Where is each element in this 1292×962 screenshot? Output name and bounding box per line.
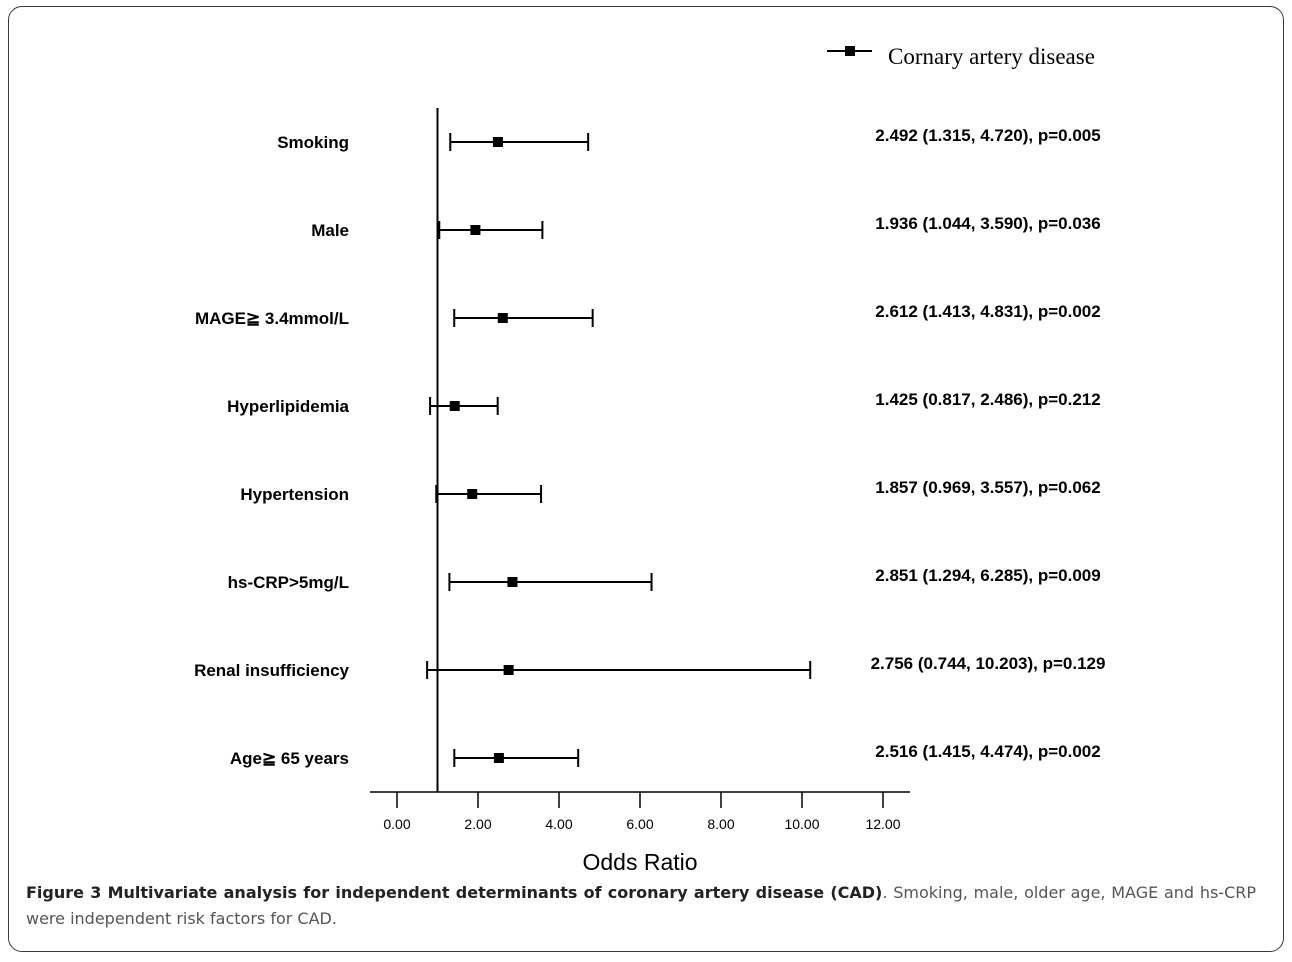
row-label: Hypertension (240, 485, 349, 504)
row-estimate-text: 2.756 (0.744, 10.203), p=0.129 (871, 654, 1106, 673)
x-tick-label: 6.00 (626, 816, 653, 832)
forest-row: Hyperlipidemia 1.425 (0.817, 2.486), p=0.… (227, 390, 1101, 416)
forest-row: Renal insufficiency 2.756 (0.744, 10.203)… (194, 654, 1105, 680)
row-estimate-text: 1.425 (0.817, 2.486), p=0.212 (875, 390, 1100, 409)
forest-rows: Smoking 2.492 (1.315, 4.720), p=0.005 Male… (194, 108, 1105, 792)
row-label: Male (311, 221, 349, 240)
odds-ratio-marker (492, 137, 503, 147)
odds-ratio-marker (449, 401, 460, 411)
legend: Cornary artery disease (827, 44, 1095, 69)
row-label: hs-CRP>5mg/L (228, 573, 349, 592)
forest-plot: Cornary artery disease Smoking 2.492 (1.3… (194, 44, 1105, 875)
forest-row: hs-CRP>5mg/L 2.851 (1.294, 6.285), p=0.00… (228, 566, 1101, 592)
x-tick-label: 4.00 (545, 816, 572, 832)
forest-row: Hypertension 1.857 (0.969, 3.557), p=0.06… (240, 478, 1100, 504)
caption-text: . Smoking, male, older age, MAGE and hs-… (26, 883, 1257, 928)
odds-ratio-marker (507, 577, 518, 587)
row-estimate-text: 2.516 (1.415, 4.474), p=0.002 (875, 742, 1100, 761)
odds-ratio-marker (467, 489, 478, 499)
legend-label: Cornary artery disease (888, 44, 1095, 69)
row-label: Hyperlipidemia (227, 397, 349, 416)
row-estimate-text: 1.857 (0.969, 3.557), p=0.062 (875, 478, 1100, 497)
row-label: Smoking (277, 133, 349, 152)
figure-frame (8, 6, 1284, 952)
forest-row: Male 1.936 (1.044, 3.590), p=0.036 (311, 214, 1101, 240)
x-tick-label: 8.00 (707, 816, 734, 832)
forest-row: MAGE≧ 3.4mmol/L 2.612 (1.413, 4.831), p=0… (195, 302, 1101, 328)
figure-caption: Figure 3 Multivariate analysis for indep… (26, 880, 1256, 932)
legend-marker (845, 46, 855, 56)
caption-title: Figure 3 Multivariate analysis for indep… (26, 883, 883, 902)
x-axis: 0.00 2.00 4.00 6.00 8.00 10.00 12.00 (370, 791, 910, 832)
x-tick-label: 12.00 (865, 816, 900, 832)
row-estimate-text: 2.492 (1.315, 4.720), p=0.005 (875, 126, 1100, 145)
row-estimate-text: 2.851 (1.294, 6.285), p=0.009 (875, 566, 1100, 585)
forest-row: Smoking 2.492 (1.315, 4.720), p=0.005 (277, 126, 1101, 152)
row-estimate-text: 1.936 (1.044, 3.590), p=0.036 (875, 214, 1100, 233)
odds-ratio-marker (470, 225, 481, 235)
forest-row: Age≧ 65 years 2.516 (1.415, 4.474), p=0.0… (230, 742, 1101, 768)
odds-ratio-marker (497, 313, 508, 323)
x-tick-label: 2.00 (464, 816, 491, 832)
x-tick-label: 10.00 (784, 816, 819, 832)
x-axis-title: Odds Ratio (582, 849, 697, 875)
odds-ratio-marker (493, 753, 504, 763)
odds-ratio-marker (503, 665, 514, 675)
row-label: Age≧ 65 years (230, 749, 349, 768)
row-label: Renal insufficiency (194, 661, 349, 680)
row-label: MAGE≧ 3.4mmol/L (195, 309, 349, 328)
row-estimate-text: 2.612 (1.413, 4.831), p=0.002 (875, 302, 1100, 321)
x-tick-label: 0.00 (383, 816, 410, 832)
